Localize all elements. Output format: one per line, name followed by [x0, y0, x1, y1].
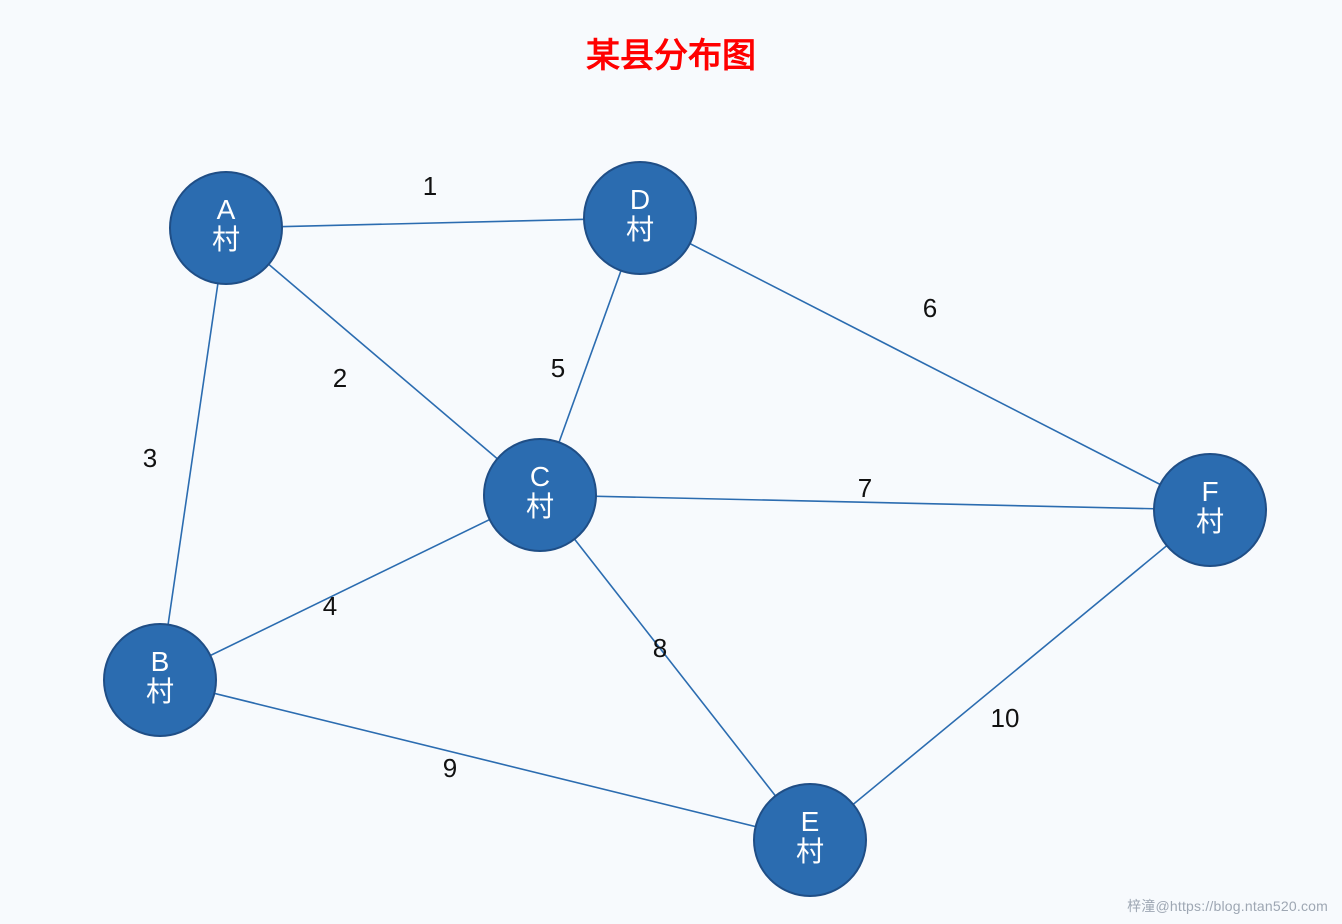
node-label-C: C村 — [526, 461, 554, 522]
edge-label-A-C: 2 — [333, 363, 347, 393]
node-label-D: D村 — [626, 184, 654, 245]
edge-A-C — [226, 228, 540, 495]
edge-label-E-F: 10 — [991, 703, 1020, 733]
edge-A-B — [160, 228, 226, 680]
edge-label-D-F: 6 — [923, 293, 937, 323]
edge-label-B-C: 4 — [323, 591, 337, 621]
network-diagram: 12345678910A村B村C村D村E村F村 — [0, 0, 1342, 924]
edge-label-A-D: 1 — [423, 171, 437, 201]
edge-B-E — [160, 680, 810, 840]
edge-C-E — [540, 495, 810, 840]
watermark-text: 梓潼@https://blog.ntan520.com — [1127, 896, 1328, 916]
edge-B-C — [160, 495, 540, 680]
edge-label-A-B: 3 — [143, 443, 157, 473]
edge-C-F — [540, 495, 1210, 510]
edge-label-C-F: 7 — [858, 473, 872, 503]
edge-A-D — [226, 218, 640, 228]
edge-E-F — [810, 510, 1210, 840]
edge-D-F — [640, 218, 1210, 510]
edge-label-B-E: 9 — [443, 753, 457, 783]
edge-label-C-E: 8 — [653, 633, 667, 663]
edge-label-C-D: 5 — [551, 353, 565, 383]
